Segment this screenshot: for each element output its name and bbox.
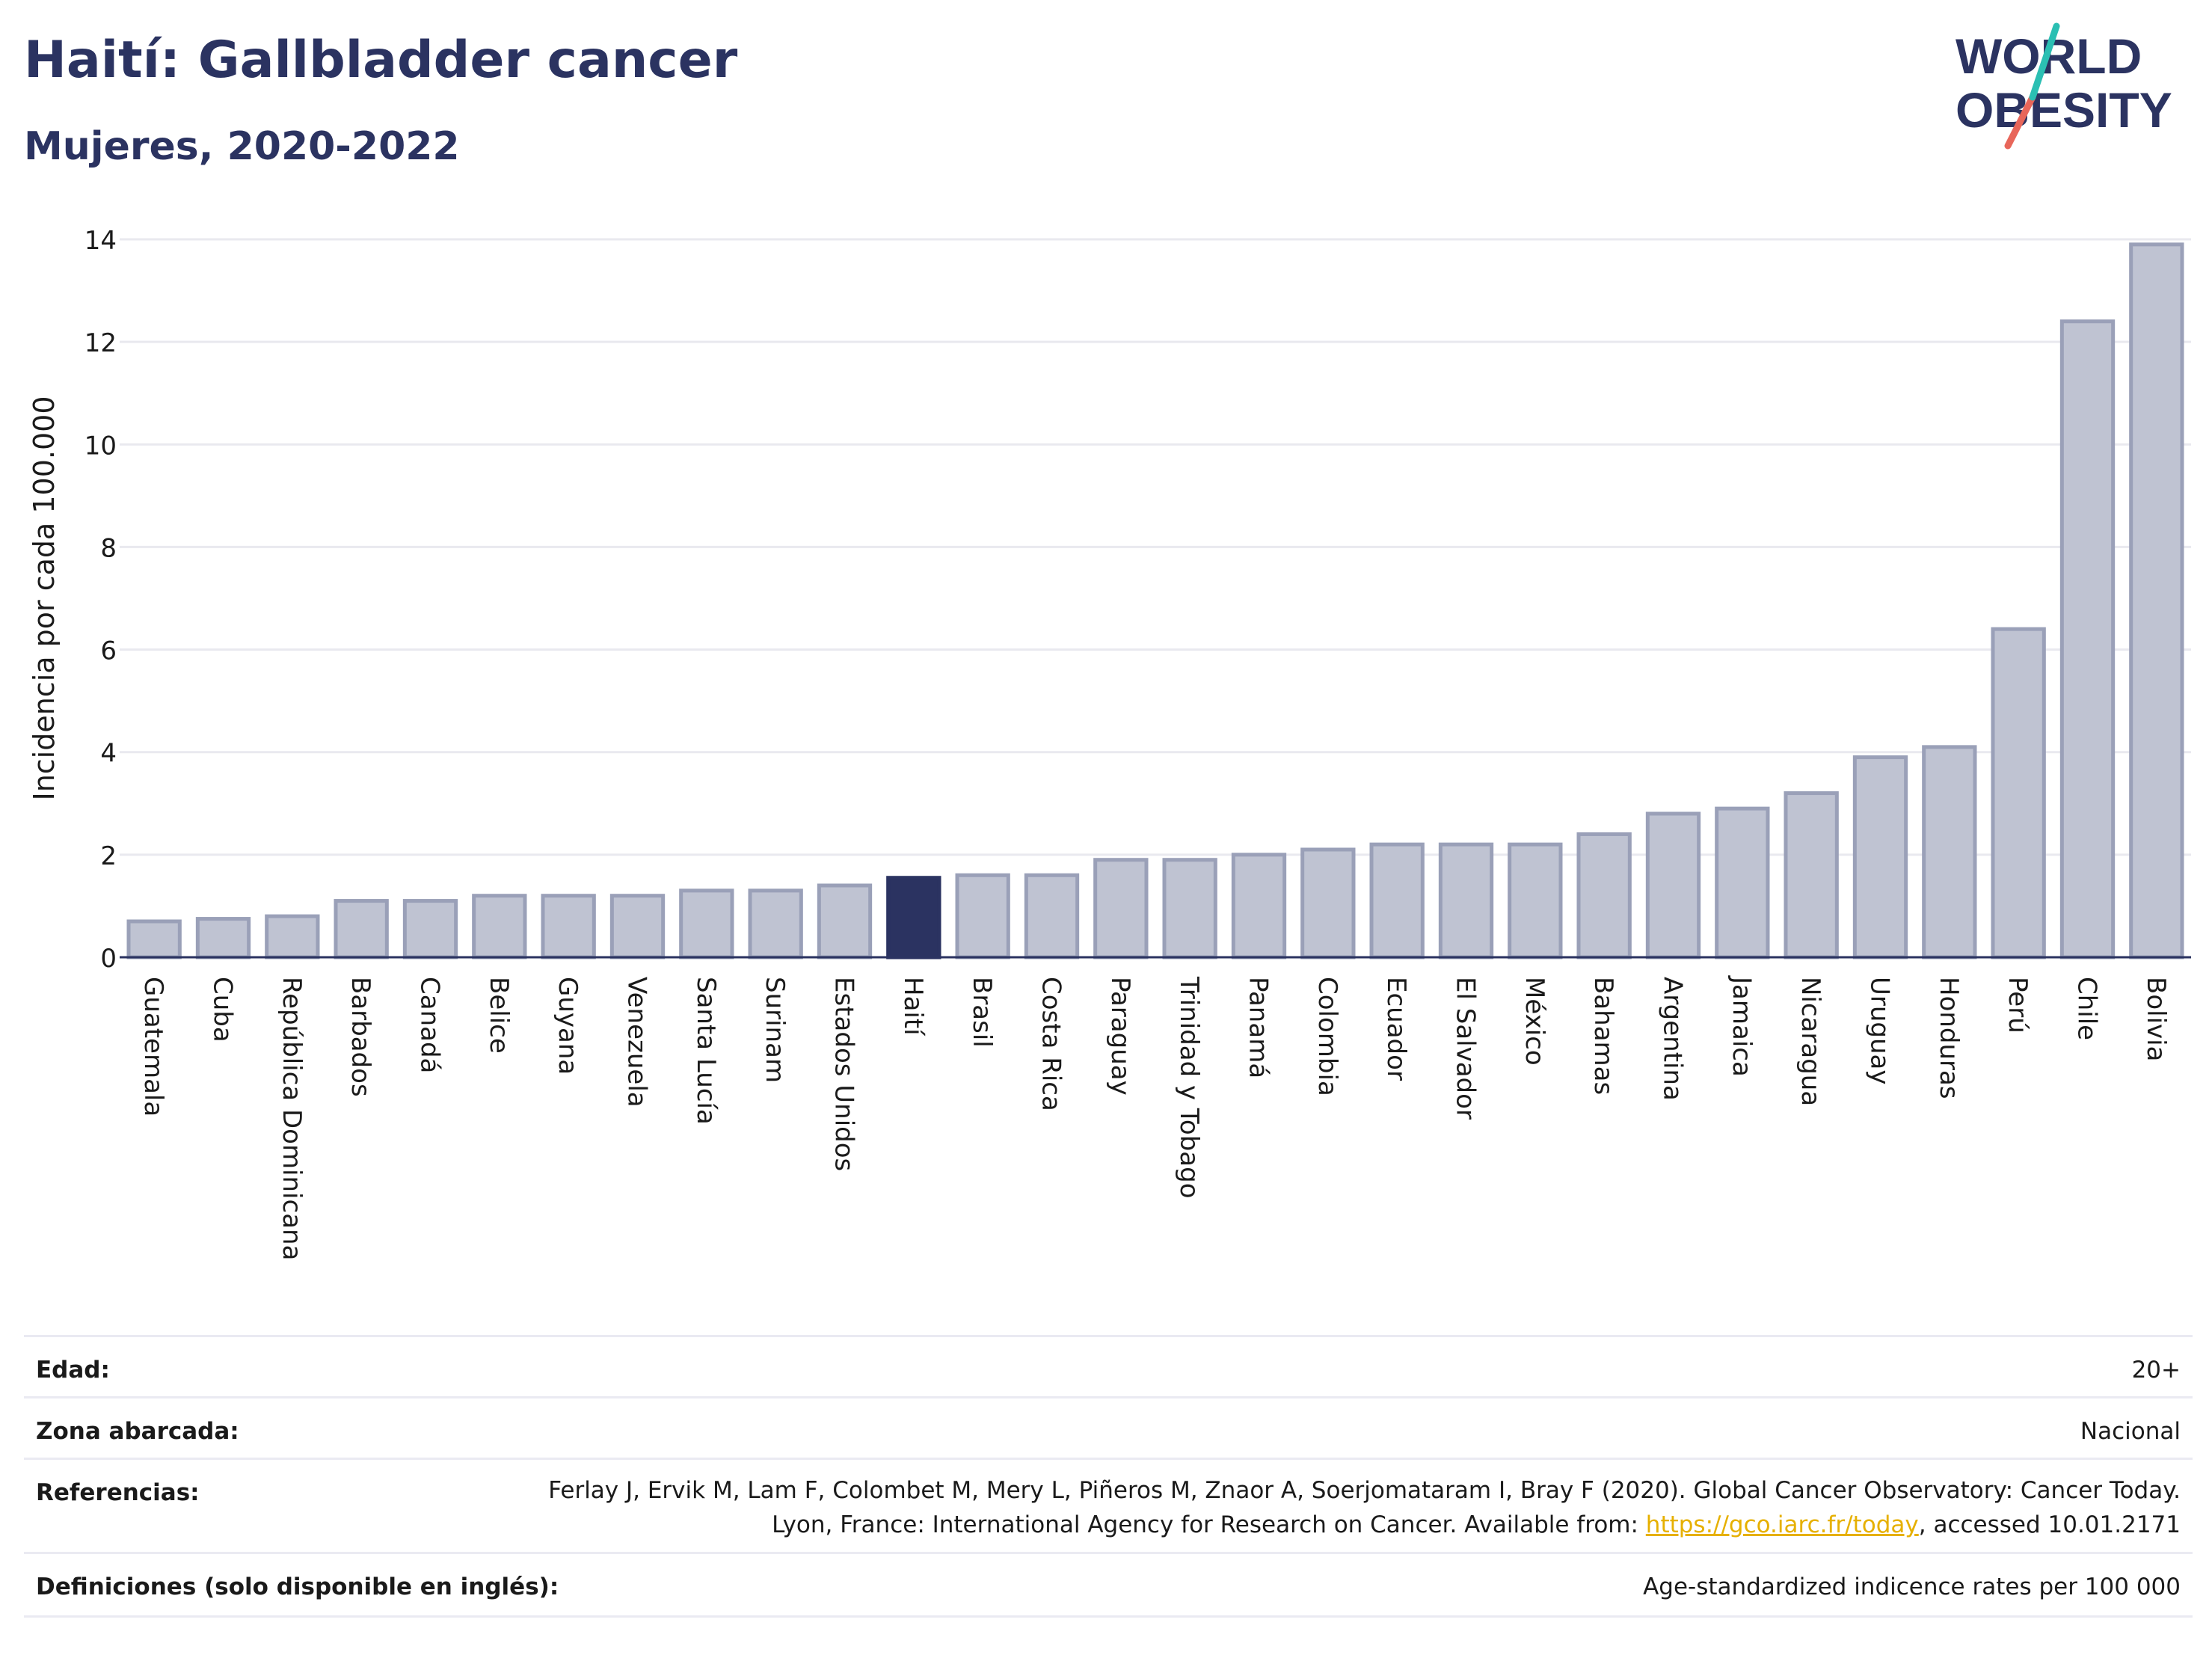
info-row-age: Edad: 20+ [24,1335,2193,1398]
x-tick-label: Cuba [208,977,238,1043]
x-tick-label: Brasil [967,977,997,1048]
y-tick-label: 0 [100,944,117,974]
bar [1784,791,1839,959]
x-tick-label: México [1520,977,1549,1066]
x-tick-label: Argentina [1658,977,1688,1101]
bar [541,894,596,959]
x-tick-label: Ecuador [1381,977,1411,1081]
bar [1024,873,1080,959]
x-tick-label: Santa Lucía [691,977,721,1125]
bar [126,919,182,959]
y-tick-label: 10 [85,431,117,461]
bar [402,899,458,959]
refs-label: Referencias: [36,1479,200,1506]
info-row-zone: Zona abarcada: Nacional [24,1396,2193,1460]
info-row-defs: Definiciones (solo disponible en inglés)… [24,1552,2193,1618]
bar [1369,842,1425,959]
x-tick-label: Panamá [1244,977,1274,1078]
x-tick-label: Venezuela [622,977,652,1108]
logo-line2: OBESITY [1956,82,2172,138]
x-tick-label: Guyana [553,977,583,1075]
x-tick-label: Chile [2072,977,2102,1040]
bar [817,883,873,959]
x-tick-label: República Dominicana [277,977,307,1260]
x-tick-label: Bolivia [2141,977,2171,1061]
bar [609,894,666,959]
bar [679,888,734,959]
x-tick-label: Nicaragua [1795,977,1825,1106]
x-tick-label: Trinidad y Tobago [1174,976,1204,1199]
refs-text1: Ferlay J, Ervik M, Lam F, Colombet M, Me… [548,1477,2181,1538]
bar [1852,755,1908,959]
x-tick-label: Surinam [760,977,790,1083]
bar [1231,853,1287,959]
y-tick-label: 8 [100,533,117,563]
x-tick-label: Honduras [1934,977,1964,1099]
bar [1093,858,1149,959]
y-tick-label: 6 [100,636,117,666]
bar [2129,242,2184,959]
x-tick-label: Paraguay [1105,977,1135,1096]
x-tick-label: Canadá [415,977,445,1073]
x-tick-label: Haití [898,977,928,1037]
x-tick-label: Perú [2003,977,2033,1034]
world-obesity-logo: WORLD OBESITY [1956,22,2172,150]
refs-link[interactable]: https://gco.iarc.fr/today [1645,1511,1919,1538]
x-tick-label: Barbados [345,977,375,1097]
x-tick-label: Jamaica [1727,975,1757,1077]
x-tick-label: Colombia [1312,977,1342,1096]
refs-text2: , accessed 10.01.2171 [1918,1511,2181,1538]
bar [1576,832,1632,959]
bar [1715,806,1770,959]
bar [886,876,941,959]
logo-slash-lower [2004,93,2036,150]
zone-label: Zona abarcada: [36,1418,239,1445]
defs-label: Definiciones (solo disponible en inglés)… [36,1573,559,1600]
bar [334,899,389,959]
chart-subtitle: Mujeres, 2020-2022 [24,124,460,169]
bar [1922,745,1977,959]
bar [472,894,527,959]
bar [955,873,1010,959]
bar [1162,858,1217,959]
x-tick-label: Costa Rica [1036,977,1066,1111]
x-tick-label: Guatemala [138,977,168,1117]
logo-slash-upper [2029,22,2060,101]
y-axis-label: Incidencia por cada 100.000 [28,396,61,800]
y-tick-label: 12 [85,328,117,358]
age-value: 20+ [2131,1357,2181,1384]
y-tick-label: 2 [100,841,117,871]
bar [1991,627,2046,959]
x-tick-label: Estados Unidos [829,977,859,1171]
bar-chart: 0 2 4 6 8 10 12 14 Incidencia por cada 100.000 Gu… [28,226,2191,1260]
age-label: Edad: [36,1357,110,1384]
chart-title: Haití: Gallbladder cancer [24,31,738,90]
bar [1508,842,1563,959]
y-tick-label: 4 [100,739,117,769]
x-tick-label: Bahamas [1588,977,1618,1095]
bar [1438,842,1494,959]
x-tick-label: El Salvador [1451,977,1481,1120]
info-row-refs: Referencias: Ferlay J, Ervik M, Lam F, C… [24,1458,2193,1554]
info-table: Edad: 20+ Zona abarcada: Nacional Refere… [24,1335,2193,1619]
bar [2059,319,2116,959]
x-tick-label: Belice [484,977,514,1054]
bar [1300,847,1356,959]
bar [195,917,251,959]
bar [265,914,320,959]
zone-value: Nacional [2080,1418,2181,1445]
bar [748,888,803,959]
refs-value: Ferlay J, Ervik M, Lam F, Colombet M, Me… [498,1473,2181,1542]
x-tick-label: Uruguay [1865,977,1895,1085]
defs-value: Age-standardized indicence rates per 100… [1643,1573,2181,1600]
bar [1645,811,1701,959]
y-tick-label: 14 [85,226,117,256]
